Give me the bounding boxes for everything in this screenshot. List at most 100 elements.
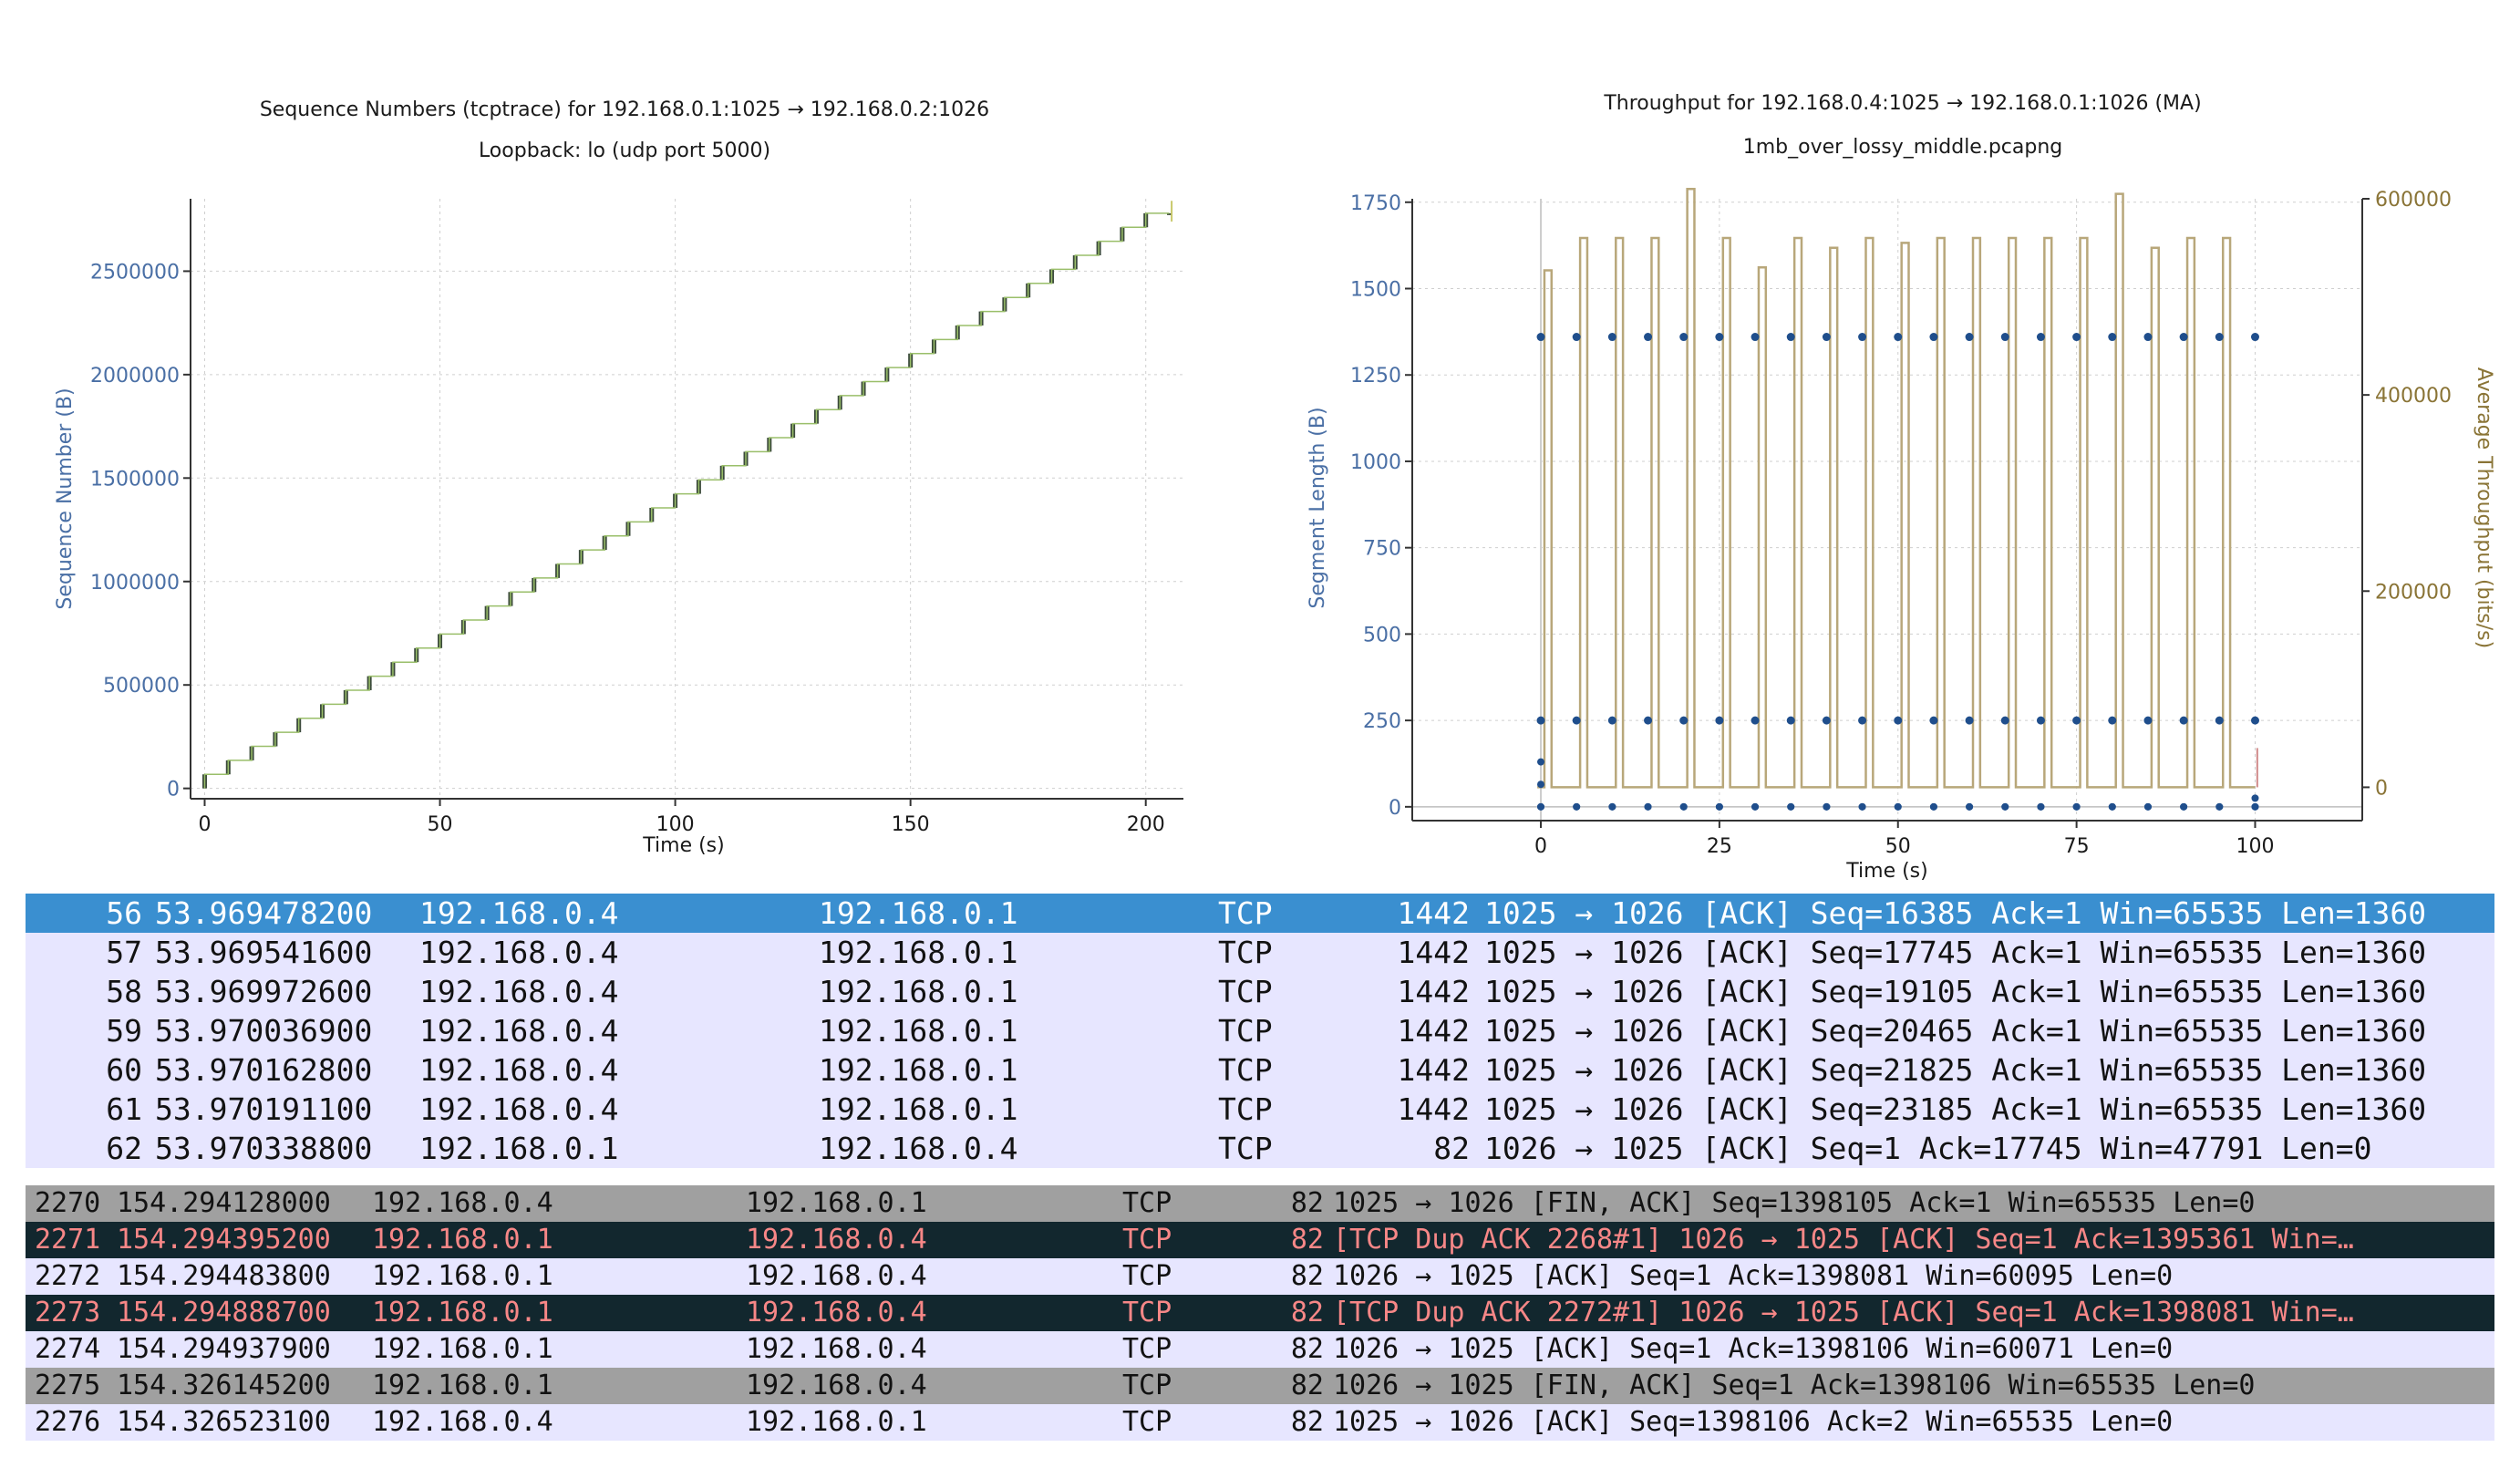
tput-segment-point-zero xyxy=(1858,802,1866,811)
packet-no: 2274 xyxy=(35,1333,101,1365)
packet-row[interactable]: 56 53.969478200 192.168.0.4 192.168.0.1 TCP 1… xyxy=(26,894,2494,933)
seq-y-tick-label: 2500000 xyxy=(90,261,180,284)
tput-segment-point-full xyxy=(1822,333,1831,342)
seq-y-axis-label: Sequence Number (B) xyxy=(54,388,77,609)
packet-len: 82 xyxy=(1290,1333,1324,1365)
packet-proto: TCP xyxy=(1122,1406,1172,1438)
packet-row[interactable]: 59 53.970036900 192.168.0.4 192.168.0.1 TCP 1… xyxy=(26,1011,2494,1050)
packet-dst: 192.168.0.1 xyxy=(746,1406,927,1438)
packet-row[interactable]: 61 53.970191100 192.168.0.4 192.168.0.1 TCP 1… xyxy=(26,1090,2494,1129)
packet-proto: TCP xyxy=(1218,1052,1273,1088)
packet-proto: TCP xyxy=(1122,1260,1172,1292)
packet-row[interactable]: 2271 154.294395200 192.168.0.1 192.168.0.4 T… xyxy=(26,1222,2494,1258)
tput-segment-point-zero xyxy=(2072,802,2081,811)
tput-segment-point-full xyxy=(1751,333,1760,342)
tput-segment-point-full xyxy=(2000,333,2009,342)
packet-list-bottom[interactable]: 2270 154.294128000 192.168.0.4 192.168.0.1 T… xyxy=(26,1185,2494,1445)
tput-chart: Throughput for 192.168.0.4:1025 → 192.16… xyxy=(1306,92,2495,883)
tput-segment-point-full xyxy=(1679,333,1689,342)
tput-segment-point-ack xyxy=(2072,716,2081,725)
tput-segment-point-extra xyxy=(1537,758,1545,766)
packet-len: 82 xyxy=(1290,1406,1324,1438)
packet-src: 192.168.0.1 xyxy=(372,1333,553,1365)
packet-src: 192.168.0.1 xyxy=(372,1260,553,1292)
tput-segment-point-ack xyxy=(1965,716,1974,725)
packet-info: 1025 → 1026 [ACK] Seq=23185 Ack=1 Win=65… xyxy=(1484,1091,2427,1127)
packet-no: 2275 xyxy=(35,1370,101,1401)
packet-proto: TCP xyxy=(1218,1091,1273,1127)
tput-segment-point-zero xyxy=(1608,802,1616,811)
packet-proto: TCP xyxy=(1122,1297,1172,1328)
tput-segment-point-ack xyxy=(1822,716,1831,725)
packet-no: 60 xyxy=(106,1052,142,1088)
packet-row[interactable]: 62 53.970338800 192.168.0.1 192.168.0.4 TCP 8… xyxy=(26,1129,2494,1168)
tput-segment-point-zero xyxy=(2180,802,2188,811)
packet-list-top[interactable]: 56 53.969478200 192.168.0.4 192.168.0.1 TCP 1… xyxy=(26,894,2494,1168)
packet-row[interactable]: 60 53.970162800 192.168.0.4 192.168.0.1 TCP 1… xyxy=(26,1050,2494,1090)
packet-dst: 192.168.0.4 xyxy=(746,1260,927,1292)
tput-segment-point-ack xyxy=(2036,716,2045,725)
tput-x-tick-label: 50 xyxy=(1885,835,1911,858)
tput-y2-tick-label: 0 xyxy=(2375,777,2388,800)
packet-proto: TCP xyxy=(1122,1370,1172,1401)
packet-len: 82 xyxy=(1433,1131,1470,1166)
packet-row[interactable]: 2275 154.326145200 192.168.0.1 192.168.0.4 T… xyxy=(26,1368,2494,1404)
packet-proto: TCP xyxy=(1218,1013,1273,1049)
packet-info: 1025 → 1026 [ACK] Seq=21825 Ack=1 Win=65… xyxy=(1484,1052,2427,1088)
packet-info: [TCP Dup ACK 2272#1] 1026 → 1025 [ACK] S… xyxy=(1333,1297,2354,1328)
tput-segment-point-full xyxy=(1965,333,1974,342)
packet-info: 1025 → 1026 [ACK] Seq=20465 Ack=1 Win=65… xyxy=(1484,1013,2427,1049)
tput-segment-point-zero xyxy=(1823,802,1831,811)
seq-y-tick-label: 0 xyxy=(167,779,180,801)
packet-row[interactable]: 2270 154.294128000 192.168.0.4 192.168.0.1 T… xyxy=(26,1185,2494,1222)
packet-src: 192.168.0.4 xyxy=(419,895,619,931)
packet-proto: TCP xyxy=(1218,1131,1273,1166)
packet-len: 1442 xyxy=(1397,974,1470,1009)
tput-segment-point-zero xyxy=(1966,802,1974,811)
packet-row[interactable]: 2273 154.294888700 192.168.0.1 192.168.0.4 T… xyxy=(26,1295,2494,1331)
packet-time: 154.294128000 xyxy=(117,1187,331,1219)
packet-src: 192.168.0.1 xyxy=(419,1131,619,1166)
packet-dst: 192.168.0.4 xyxy=(819,1131,1018,1166)
packet-time: 53.970036900 xyxy=(155,1013,373,1049)
tput-segment-point-zero xyxy=(1679,802,1688,811)
tput-segment-point-zero xyxy=(2037,802,2045,811)
packet-row[interactable]: 2272 154.294483800 192.168.0.1 192.168.0.4 T… xyxy=(26,1258,2494,1295)
packet-time: 154.326523100 xyxy=(117,1406,331,1438)
tput-segment-point-zero xyxy=(1894,802,1902,811)
tput-y2-tick-label: 400000 xyxy=(2375,385,2452,408)
seq-chart-title: Sequence Numbers (tcptrace) for 192.168.… xyxy=(260,98,989,121)
tput-segment-point-zero xyxy=(1929,802,1937,811)
packet-no: 2272 xyxy=(35,1260,101,1292)
packet-time: 53.969478200 xyxy=(155,895,373,931)
packet-dst: 192.168.0.1 xyxy=(819,1013,1018,1049)
tput-marks xyxy=(1536,187,2259,811)
tput-segment-point-full xyxy=(1644,333,1653,342)
packet-proto: TCP xyxy=(1122,1333,1172,1365)
packet-proto: TCP xyxy=(1218,895,1273,931)
tput-segment-point-zero xyxy=(1537,802,1545,811)
packet-dst: 192.168.0.1 xyxy=(819,935,1018,970)
tput-y2-tick-label: 600000 xyxy=(2375,189,2452,212)
tput-segment-point-ack xyxy=(1786,716,1795,725)
tput-segment-point-zero xyxy=(2001,802,2009,811)
packet-row[interactable]: 57 53.969541600 192.168.0.4 192.168.0.1 TCP 1… xyxy=(26,933,2494,972)
packet-no: 59 xyxy=(106,1013,142,1049)
packet-row[interactable]: 58 53.969972600 192.168.0.4 192.168.0.1 TCP 1… xyxy=(26,972,2494,1011)
tput-segment-point-zero xyxy=(2108,802,2116,811)
tput-x-tick-label: 25 xyxy=(1707,835,1732,858)
tput-y-tick-label: 0 xyxy=(1389,797,1401,820)
packet-row[interactable]: 2276 154.326523100 192.168.0.4 192.168.0.1 T… xyxy=(26,1404,2494,1441)
seq-y-tick-label: 500000 xyxy=(103,675,180,698)
packet-len: 1442 xyxy=(1397,1052,1470,1088)
tput-y-tick-label: 1250 xyxy=(1350,365,1401,388)
packet-time: 53.969972600 xyxy=(155,974,373,1009)
seq-x-tick-label: 50 xyxy=(428,813,453,836)
tput-segment-point-ack xyxy=(1858,716,1867,725)
packet-src: 192.168.0.1 xyxy=(372,1370,553,1401)
tput-segment-point-full xyxy=(1572,333,1581,342)
tput-segment-point-ack xyxy=(1715,716,1724,725)
tput-x-tick-label: 0 xyxy=(1534,835,1547,858)
packet-row[interactable]: 2274 154.294937900 192.168.0.1 192.168.0.4 T… xyxy=(26,1331,2494,1368)
tput-segment-point-zero xyxy=(2215,802,2224,811)
